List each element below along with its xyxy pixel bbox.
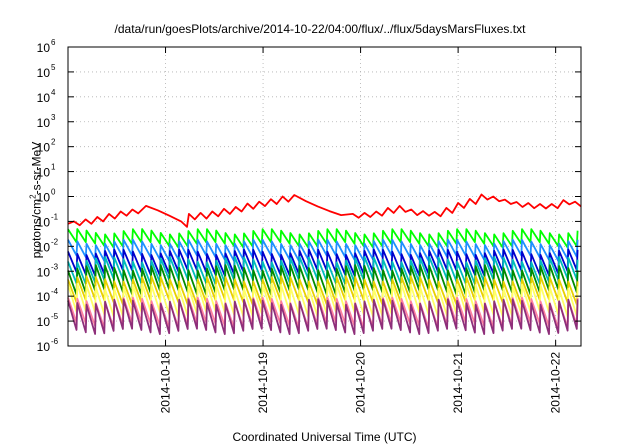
- series-line: [67, 193, 582, 228]
- y-axis-label-pre: protons/cm: [29, 198, 44, 259]
- y-tick-label: 10-5: [37, 312, 59, 329]
- x-tick-label: 2014-10-20: [354, 352, 368, 414]
- y-tick-label: 106: [37, 38, 56, 55]
- y-tick-exponent: 6: [51, 38, 56, 47]
- y-axis-label: protons/cm2-s-sr-MeV: [29, 142, 44, 258]
- y-tick-exponent: -2: [51, 237, 59, 246]
- y-tick-label: 105: [37, 63, 56, 80]
- x-axis: 2014-10-18 2014-10-19 2014-10-20 2014-10-21…: [159, 47, 563, 413]
- y-tick-exponent: 5: [51, 63, 56, 72]
- x-tick-label: 2014-10-19: [256, 352, 270, 414]
- y-axis: 10-610-510-410-310-210-11001011021031041…: [37, 38, 581, 354]
- series-group: [67, 193, 582, 336]
- chart-title: /data/run/goesPlots/archive/2014-10-22/0…: [114, 22, 526, 36]
- y-tick-exponent: 2: [51, 138, 56, 147]
- y-tick-exponent: -4: [51, 287, 59, 296]
- y-tick-label: 10-3: [37, 262, 59, 279]
- y-tick-label: 10-6: [37, 337, 59, 354]
- y-tick-label: 103: [37, 113, 56, 130]
- x-axis-label: Coordinated Universal Time (UTC): [232, 430, 417, 444]
- y-tick-label: 10-4: [37, 287, 59, 304]
- series-line: [67, 298, 579, 336]
- x-tick-label: 2014-10-21: [451, 352, 465, 414]
- y-tick-exponent: 0: [51, 188, 56, 197]
- y-axis-label-sup: 2: [28, 194, 38, 199]
- y-tick-exponent: 3: [51, 113, 56, 122]
- x-tick-label: 2014-10-22: [549, 352, 563, 414]
- x-tick-label: 2014-10-18: [159, 352, 173, 414]
- y-tick-exponent: -3: [51, 262, 59, 271]
- y-axis-label-post: -s-sr-MeV: [29, 141, 44, 195]
- y-tick-exponent: 4: [51, 88, 56, 97]
- y-tick-exponent: -5: [51, 312, 59, 321]
- y-tick-exponent: 1: [51, 163, 56, 172]
- y-tick-label: 104: [37, 88, 56, 105]
- y-tick-exponent: -1: [51, 212, 59, 221]
- y-tick-exponent: -6: [51, 337, 59, 346]
